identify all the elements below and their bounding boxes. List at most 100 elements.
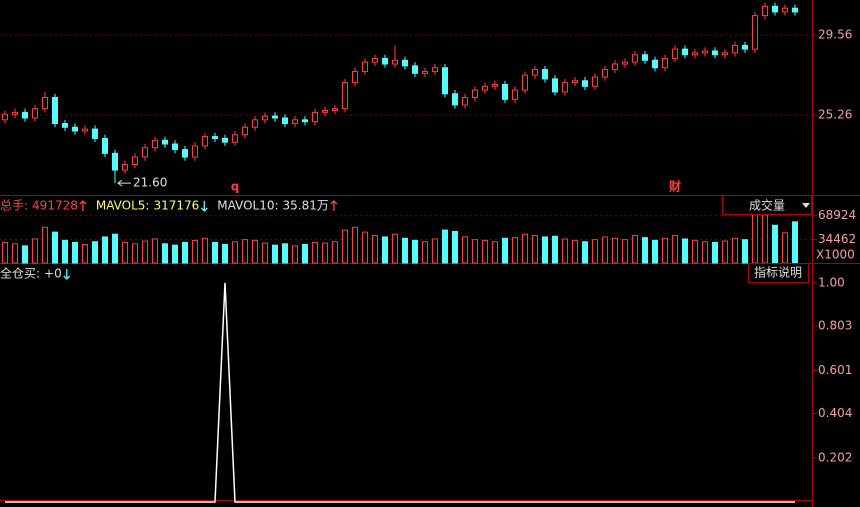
volume-bar [122,241,128,264]
candle-body [82,128,88,132]
volume-bar [202,237,208,264]
candle-body [172,143,178,151]
indicator-value: 35.81万 [283,199,329,213]
volume-bar [212,241,218,264]
candle-body [42,97,48,110]
candle-body [182,149,188,158]
help-button[interactable] [748,263,809,283]
candle-body [352,70,358,84]
candle-body [202,136,208,147]
dropdown-icon[interactable] [802,203,810,208]
candle-body [682,48,688,56]
volume-bar [662,237,668,264]
volume-bar [362,231,368,264]
indicator-selector[interactable] [722,195,812,215]
trend-arrow [79,200,87,211]
trend-arrow [200,201,208,212]
candle-body [292,119,298,125]
volume-bar [172,244,178,264]
volume-bar [792,221,798,264]
volume-bar [222,243,228,264]
volume-bar [162,243,168,264]
candle-body [212,136,218,139]
y-tick-label: 0.202 [818,450,852,464]
volume-bar [12,243,18,264]
candle-body [582,80,588,87]
event-marker[interactable]: 财 [668,179,681,194]
event-marker[interactable]: q [231,180,240,194]
volume-bar [732,237,738,264]
volume-bar [592,239,598,264]
volume-bar [572,239,578,264]
volume-bar [242,239,248,264]
candle-body [282,117,288,125]
indicator-line [5,282,795,503]
y-tick-label: 29.56 [818,27,852,41]
candle-body [692,52,698,56]
candle-body [542,69,548,80]
volume-bar [542,236,548,264]
candle-body [672,48,678,59]
candle-body [492,83,498,87]
candle-body [782,7,788,13]
volume-bar [712,241,718,264]
volume-bar [52,231,58,264]
indicator-selector-label[interactable]: 成交量 [749,198,785,213]
volume-bar [532,235,538,264]
volume-bar [342,229,348,264]
volume-bar [82,243,88,264]
candle-body [472,89,478,98]
volume-bar [392,233,398,264]
volume-bar [282,243,288,264]
volume-bar [422,241,428,264]
help-button-label[interactable]: 指标说明 [754,265,802,280]
candle-body [742,44,748,50]
candle-body [312,111,318,123]
candle-body [122,163,128,171]
candle-body [452,93,458,106]
candle-body [612,63,618,71]
candle-body [392,59,398,65]
indicator-label: MAVOL5: [96,199,150,213]
candle-body [132,156,138,165]
y-tick-label: 0.803 [818,319,852,333]
candle-body [552,78,558,93]
candle-body [92,128,98,139]
candle-body [462,97,468,106]
candle-body [382,57,388,65]
volume-bar [562,238,568,264]
y-tick-label: 0.601 [818,363,852,377]
indicator-label: MAVOL10: [217,199,278,213]
candle-body [532,69,538,76]
annotation-text: 21.60 [133,176,167,190]
candle-body [652,59,658,69]
volume-bar [132,243,138,264]
candle-body [152,139,158,149]
volume-bar [772,224,778,264]
y-tick-label: 25.26 [818,107,852,121]
trend-arrow [330,200,338,211]
candle-body [562,82,568,93]
candle-body [72,126,78,132]
volume-bar [102,236,108,264]
candle-body [792,7,798,13]
candle-body [192,145,198,158]
volume-bar [442,229,448,264]
y-tick-label: 1.00 [818,275,845,289]
volume-bar [382,236,388,264]
volume-bar [2,241,8,264]
candle-body [322,110,328,113]
candle-body [522,74,528,91]
candle-body [222,137,228,143]
volume-bar [602,236,608,264]
volume-bar [632,235,638,264]
candle-body [482,85,488,91]
candle-body [262,115,268,121]
volume-bar [22,245,28,264]
volume-bar [302,243,308,264]
volume-bar [552,235,558,264]
y-tick-label: 68924 [818,208,856,222]
volume-bar [92,241,98,264]
volume-bar [402,237,408,264]
